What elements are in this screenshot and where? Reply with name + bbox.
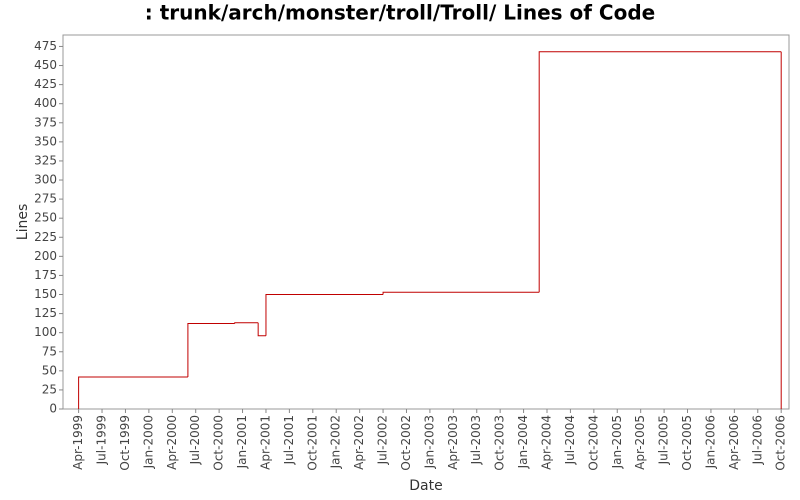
x-tick-label: Oct-2000 (212, 415, 226, 471)
x-tick-label: Oct-1999 (118, 415, 132, 471)
x-tick-label: Apr-1999 (71, 415, 85, 470)
x-tick-label: Jan-2000 (141, 415, 155, 469)
plot-area (62, 34, 790, 410)
x-tick-label: Apr-2003 (446, 415, 460, 470)
x-tick-label: Jan-2002 (329, 415, 343, 469)
x-tick-label: Jan-2004 (516, 415, 530, 469)
step-segment (265, 294, 384, 336)
x-tick-label: Jul-1999 (95, 415, 109, 465)
x-tick-label: Apr-2000 (165, 415, 179, 470)
x-tick-label: Apr-2001 (258, 415, 272, 470)
step-segment (187, 323, 235, 377)
x-tick-label: Jul-2000 (188, 415, 202, 465)
x-tick-label: Jul-2001 (282, 415, 296, 465)
x-tick-label: Apr-2004 (540, 415, 554, 470)
y-tick-label: 475 (34, 39, 57, 53)
y-tick-label: 425 (34, 77, 57, 91)
y-tick-label: 325 (34, 153, 57, 167)
y-tick-label: 350 (34, 134, 57, 148)
x-tick-label: Jul-2004 (563, 415, 577, 465)
step-segment (382, 291, 540, 295)
step-segment (78, 376, 188, 409)
x-tick-label: Jan-2001 (235, 415, 249, 469)
y-tick-label: 150 (34, 287, 57, 301)
x-tick-label: Jan-2006 (703, 415, 717, 469)
x-tick-label: Oct-2001 (305, 415, 319, 471)
x-axis-title: Date (409, 478, 442, 494)
x-tick-label: Jul-2003 (469, 415, 483, 465)
x-tick-label: Oct-2003 (493, 415, 507, 471)
y-tick-label: 75 (42, 344, 57, 358)
y-tick-label: 125 (34, 306, 57, 320)
y-tick-label: 450 (34, 58, 57, 72)
y-tick-label: 0 (49, 402, 57, 416)
y-tick-label: 400 (34, 96, 57, 110)
y-tick-label: 250 (34, 211, 57, 225)
y-tick-label: 25 (42, 382, 57, 396)
x-tick-label: Oct-2005 (680, 415, 694, 471)
x-tick-label: Jan-2003 (422, 415, 436, 469)
x-tick-label: Apr-2002 (352, 415, 366, 470)
step-segment (257, 322, 266, 337)
x-tick-label: Oct-2006 (774, 415, 788, 471)
y-axis-title: Lines (15, 204, 31, 240)
y-tick-label: 50 (42, 363, 57, 377)
y-tick-label: 275 (34, 192, 57, 206)
x-tick-label: Oct-2004 (586, 415, 600, 471)
x-tick-label: Apr-2005 (633, 415, 647, 470)
y-tick-label: 100 (34, 325, 57, 339)
y-tick-label: 225 (34, 230, 57, 244)
y-tick-label: 375 (34, 115, 57, 129)
x-tick-label: Jul-2002 (376, 415, 390, 465)
y-tick-label: 175 (34, 268, 57, 282)
x-tick-label: Jan-2005 (610, 415, 624, 469)
x-tick-label: Oct-2002 (399, 415, 413, 471)
x-tick-label: Jul-2005 (657, 415, 671, 465)
x-tick-label: Apr-2006 (727, 415, 741, 470)
step-segment (538, 51, 782, 293)
chart-title: : trunk/arch/monster/troll/Troll/ Lines … (145, 1, 655, 25)
step-segment (234, 322, 259, 324)
y-tick-label: 200 (34, 249, 57, 263)
x-tick-label: Jul-2006 (750, 415, 764, 465)
y-tick-label: 300 (34, 173, 57, 187)
